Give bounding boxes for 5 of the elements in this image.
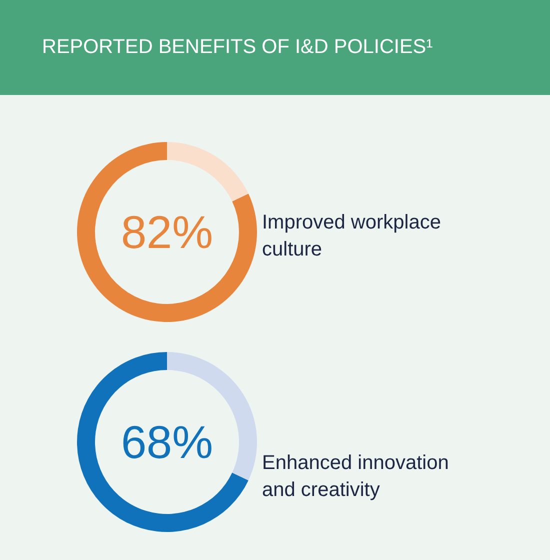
data-label: 68% [120,416,214,468]
slice-label: Enhanced innovation and creativity [262,452,454,501]
data-label: 82% [120,206,214,258]
chart-title: REPORTED BENEFITS OF I&D POLICIES¹ [0,0,550,95]
slice-label: Improved workplace culture [262,212,447,260]
